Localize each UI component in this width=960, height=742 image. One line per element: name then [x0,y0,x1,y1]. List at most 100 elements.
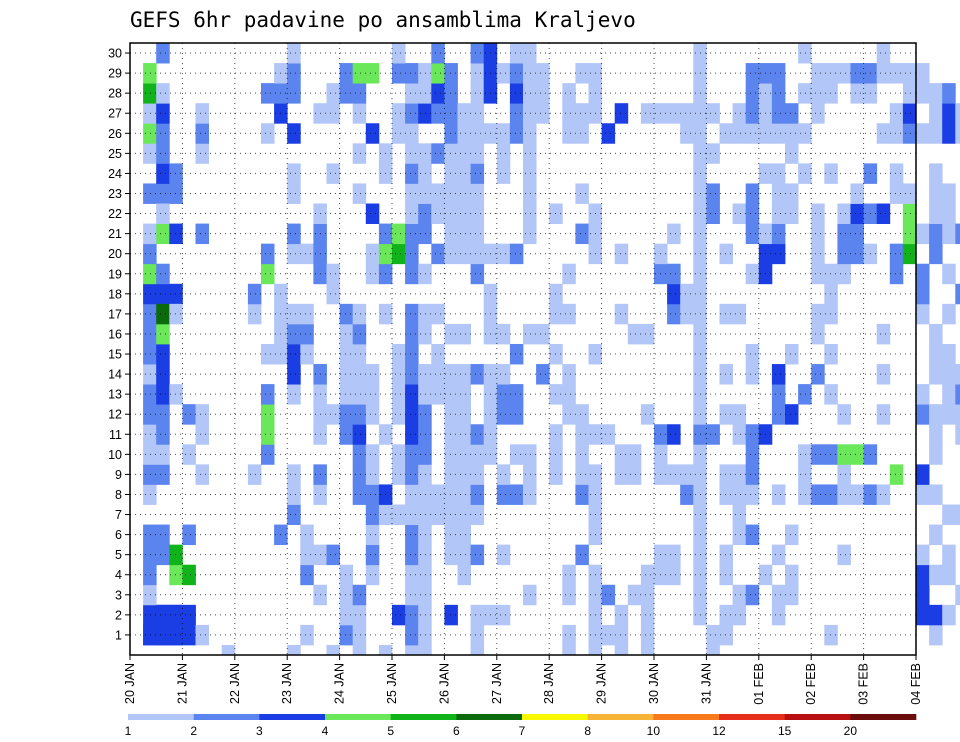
y-tick-label: 3 [115,588,122,602]
heatmap-cell [365,544,380,566]
heatmap-cell [523,223,537,245]
heatmap-cell [156,524,170,546]
heatmap-cell [431,63,445,84]
heatmap-cell [457,484,471,505]
heatmap-cell [719,484,733,505]
heatmap-cell [811,203,825,224]
heatmap-cell [418,83,432,104]
heatmap-cell [732,464,747,485]
colorbar-label: 2 [190,724,197,738]
heatmap-cell [261,123,275,144]
heatmap-cell [824,63,838,84]
heatmap-cell [418,424,432,445]
heatmap-cell [156,83,170,104]
chart-title: GEFS 6hr padavine po ansamblima Kraljevo [130,8,636,32]
heatmap-cell [523,584,537,606]
heatmap-cell [942,83,956,104]
heatmap-cell [470,223,485,245]
heatmap-cell [156,43,170,64]
heatmap-cell [850,63,864,84]
heatmap-cell [523,103,537,124]
heatmap-cell [169,223,183,245]
heatmap-cell [850,243,864,265]
heatmap-cell [640,644,655,656]
y-tick-label: 29 [108,67,122,81]
heatmap-cell [156,384,170,405]
heatmap-cell [640,604,655,626]
heatmap-cell [588,644,602,656]
heatmap-cell [143,103,157,124]
x-axis: 20 JAN 21 JAN 22 JAN 23 JAN 24 JAN 25 JAN 26 J… [123,655,923,705]
heatmap-cell [627,584,642,606]
colorbar-label: 4 [322,724,329,738]
heatmap-cell [627,323,642,345]
heatmap-cell [431,484,445,505]
heatmap-cell [916,464,930,485]
x-tick-label: 30 JAN [647,663,661,704]
heatmap-cell [732,303,747,325]
heatmap-cell [418,263,432,285]
heatmap-cell [942,604,956,626]
heatmap-cell [326,83,340,104]
heatmap-cell [339,624,354,646]
heatmap-cell [143,584,157,606]
colorbar-label: 7 [519,724,526,738]
heatmap-cell [457,544,471,566]
heatmap-cell [431,384,445,405]
heatmap-cell [640,564,655,586]
heatmap-cell [365,484,380,505]
heatmap-cell [942,263,956,285]
heatmap-cell [955,364,960,385]
heatmap-cell [444,524,458,546]
heatmap-cell [509,123,524,144]
heatmap-cell [143,484,157,505]
heatmap-cell [902,243,917,265]
heatmap-cell [287,504,301,525]
heatmap-cell [431,43,445,64]
heatmap-cell [352,143,367,164]
heatmap-cell [287,384,301,405]
heatmap-cell [640,624,655,646]
heatmap-cell [405,484,419,505]
colorbar-label: 6 [453,724,460,738]
heatmap-cell [837,404,851,425]
heatmap-cell [811,444,825,465]
heatmap-cell [457,464,471,485]
heatmap-cell [771,584,786,606]
heatmap-cell [785,343,799,365]
heatmap-cell [955,123,960,144]
y-tick-label: 1 [115,628,122,642]
heatmap-cell [824,343,838,365]
heatmap-cell [470,243,485,265]
heatmap-cell [771,203,786,224]
colorbar-swatch [193,714,260,720]
heatmap-cell [745,183,760,204]
heatmap-cell [850,444,864,465]
heatmap-cell [418,624,432,646]
heatmap-cell [431,183,445,204]
heatmap-cell [575,484,589,505]
heatmap-cell [523,163,537,184]
heatmap-cell [444,323,458,345]
heatmap-cell [509,484,524,505]
x-tick-label: 25 JAN [385,663,399,704]
heatmap-cell [732,484,747,505]
heatmap-cell [457,323,471,345]
heatmap-cell [339,83,354,104]
y-tick-label: 8 [115,488,122,502]
heatmap-cell [418,163,432,184]
heatmap-cell [261,384,275,405]
heatmap-cell [824,444,838,465]
heatmap-cell [824,283,838,305]
heatmap-cell [143,323,157,345]
heatmap-cell [523,123,537,144]
heatmap-cell [457,564,471,586]
colorbar-label: 20 [844,724,858,738]
heatmap-cell [418,63,432,84]
heatmap-cell [156,424,170,445]
heatmap-cell [785,123,799,144]
heatmap-cell [929,604,943,626]
heatmap-cell [156,624,196,646]
heatmap-cell [496,364,511,385]
